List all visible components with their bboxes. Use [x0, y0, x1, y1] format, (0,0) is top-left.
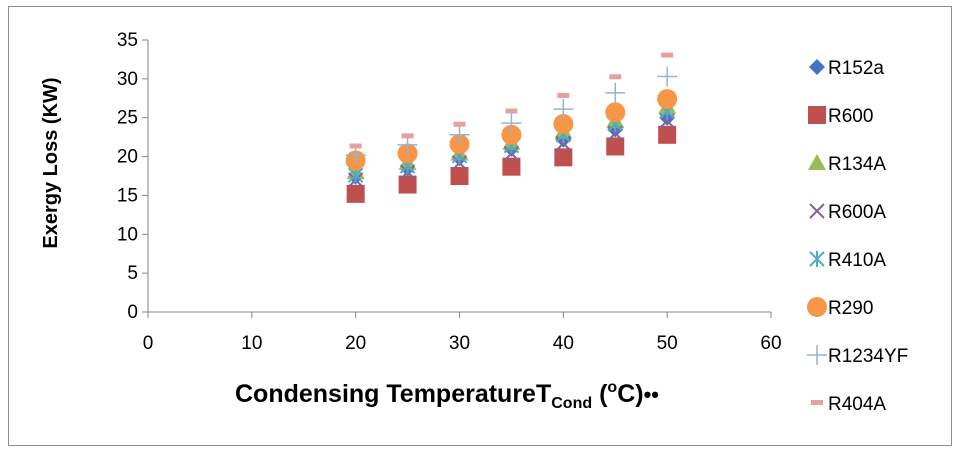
data-point [605, 82, 626, 103]
legend-item: R134A [808, 154, 886, 175]
data-point [553, 113, 574, 134]
data-point [557, 92, 570, 98]
x-axis-title-superscript: o [607, 379, 617, 396]
data-point [609, 74, 622, 80]
data-point [501, 113, 522, 134]
data-point [605, 102, 626, 123]
y-tick-label: 5 [127, 263, 138, 284]
y-axis-title: Exergy Loss (KW) [40, 77, 62, 248]
legend-label: R152a [828, 58, 884, 79]
legend-label: R410A [828, 250, 886, 271]
legend-label: R404A [828, 394, 886, 415]
data-point [658, 125, 677, 144]
legend-label: R1234YF [828, 346, 908, 367]
x-tick-label: 40 [553, 333, 574, 354]
legend-marker [808, 154, 826, 170]
data-points [345, 52, 678, 203]
x-axis-title-paren: ( [592, 380, 608, 408]
data-point [401, 133, 414, 139]
y-tick-label: 30 [117, 69, 138, 90]
series-r1234yf [345, 66, 678, 166]
y-tick-label: 20 [117, 147, 138, 168]
data-point [553, 99, 574, 120]
data-point [349, 143, 362, 149]
y-tick-label: 25 [117, 108, 138, 129]
data-point [450, 167, 469, 185]
legend-marker [809, 203, 825, 219]
data-point [661, 52, 674, 58]
chart-frame: 0 5 10 15 20 25 30 35 0 10 20 30 40 50 60 Exergy Loss … [8, 6, 952, 446]
x-tick-label: 30 [449, 333, 470, 354]
legend-item: R290 [807, 297, 873, 319]
x-axis-title-dots: •• [644, 382, 659, 407]
data-point [449, 124, 470, 145]
data-point [502, 157, 521, 176]
x-tick-label: 60 [760, 333, 781, 354]
legend-item: R1234YF [807, 345, 908, 367]
series-r404a [349, 52, 674, 149]
x-tick-label: 0 [143, 333, 154, 354]
legend-marker [809, 251, 825, 267]
x-axis-title-unit: C) [617, 380, 643, 408]
x-axis-title-main: Condensing Temperature [235, 380, 536, 408]
legend-item: R404A [811, 394, 886, 415]
data-point [501, 124, 522, 145]
legend-item: R600A [809, 202, 886, 223]
x-axis-title-symbol: T [536, 380, 551, 408]
data-point [505, 108, 518, 114]
data-point [657, 89, 678, 110]
y-tick-label: 15 [117, 185, 138, 206]
y-tick-label: 35 [117, 30, 138, 51]
legend-item: R410A [809, 250, 886, 271]
legend-item: R152a [809, 58, 884, 79]
legend-label: R290 [828, 298, 873, 319]
legend: R152a R600 R134A R600A R410A R290 R1234YF R404A [807, 58, 908, 415]
legend-marker [808, 106, 826, 124]
data-point [554, 148, 573, 167]
data-point [398, 175, 417, 194]
x-axis-title-subscript: Cond [551, 395, 592, 412]
y-tick-label: 10 [117, 224, 138, 245]
axes [142, 39, 772, 318]
data-point [606, 137, 625, 156]
y-tick-label: 0 [127, 302, 138, 323]
legend-marker [809, 59, 825, 75]
x-axis-title: Condensing TemperatureTCond (oC)•• [235, 379, 659, 412]
legend-marker [807, 297, 827, 317]
tick-labels: 0 5 10 15 20 25 30 35 0 10 20 30 40 50 60 [117, 30, 782, 354]
legend-label: R600A [828, 202, 886, 223]
legend-marker [811, 400, 823, 405]
x-tick-label: 50 [657, 333, 678, 354]
legend-item: R600 [808, 106, 873, 127]
legend-label: R134A [828, 154, 886, 175]
legend-marker [807, 345, 827, 365]
series-r600 [346, 125, 677, 203]
x-tick-label: 10 [241, 333, 262, 354]
exergy-loss-scatter-chart: 0 5 10 15 20 25 30 35 0 10 20 30 40 50 60 Exergy Loss … [40, 30, 908, 415]
data-point [453, 121, 466, 127]
x-tick-label: 20 [345, 333, 366, 354]
data-point [346, 184, 365, 203]
data-point [657, 66, 678, 87]
legend-label: R600 [828, 106, 873, 127]
